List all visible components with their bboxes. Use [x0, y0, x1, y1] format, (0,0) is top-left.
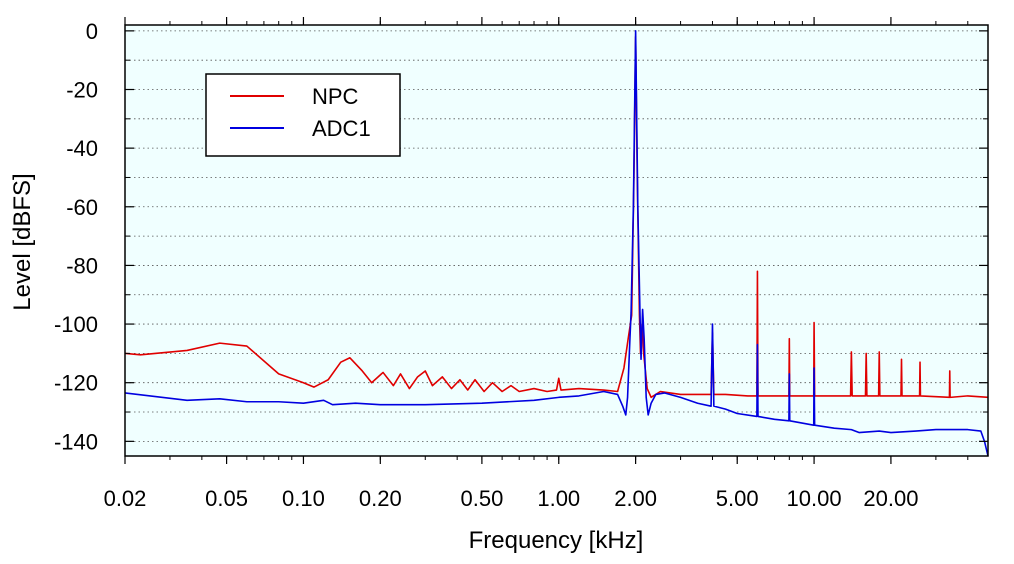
- y-tick-label: -60: [66, 195, 98, 220]
- y-tick-label: -40: [66, 136, 98, 161]
- x-tick-label: 1.00: [537, 486, 580, 511]
- x-tick-label: 10.00: [787, 486, 842, 511]
- x-tick-label: 5.00: [716, 486, 759, 511]
- series-layer: [124, 30, 989, 457]
- x-axis-title: Frequency [kHz]: [469, 527, 644, 554]
- y-tick-label: 0: [86, 19, 98, 44]
- x-tick-label: 20.00: [863, 486, 918, 511]
- legend: NPC ADC1: [205, 73, 401, 157]
- legend-box: [205, 73, 401, 157]
- y-tick-label: -120: [54, 371, 98, 396]
- plot-border: [124, 24, 989, 457]
- plot-frame: [124, 24, 989, 457]
- axis-ticks: 0 -20 -40 -60 -80 -100 -120 -140 0.02 0.05 0.10 0.2…: [54, 17, 988, 511]
- x-tick-label: 0.05: [205, 486, 248, 511]
- y-tick-label: -100: [54, 312, 98, 337]
- x-tick-label: 0.50: [460, 486, 503, 511]
- y-tick-label: -140: [54, 429, 98, 454]
- y-tick-label: -20: [66, 78, 98, 103]
- x-tick-label: 0.02: [104, 486, 147, 511]
- x-tick-label: 0.10: [282, 486, 325, 511]
- x-tick-label: 0.20: [359, 486, 402, 511]
- legend-label-npc: NPC: [312, 84, 359, 109]
- legend-label-adc1: ADC1: [312, 116, 371, 141]
- y-tick-label: -80: [66, 253, 98, 278]
- y-axis-title: Level [dBFS]: [9, 173, 36, 310]
- series-line-adc1: [124, 30, 989, 457]
- x-tick-label: 2.00: [614, 486, 657, 511]
